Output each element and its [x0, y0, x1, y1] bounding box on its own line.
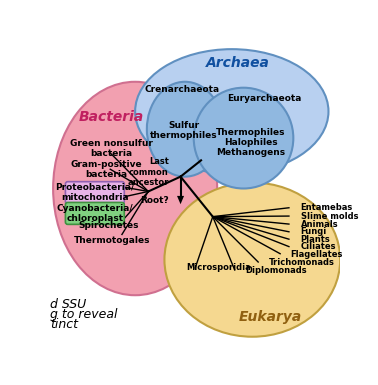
Text: Euryarchaeota: Euryarchaeota [227, 94, 301, 102]
Text: Last
common
ancestor: Last common ancestor [127, 157, 169, 187]
Text: Bacteria: Bacteria [79, 110, 144, 124]
Text: Trichomonads: Trichomonads [268, 258, 334, 267]
Text: Ciliates: Ciliates [301, 242, 336, 251]
Text: Root?: Root? [140, 196, 169, 205]
Text: tinct: tinct [50, 318, 78, 331]
Text: Plants: Plants [301, 235, 330, 244]
Text: Slime molds: Slime molds [301, 212, 358, 221]
Ellipse shape [135, 49, 328, 174]
Polygon shape [177, 196, 184, 204]
Text: Entamebas: Entamebas [301, 203, 353, 212]
FancyBboxPatch shape [65, 203, 124, 224]
Ellipse shape [147, 82, 223, 177]
FancyBboxPatch shape [65, 182, 124, 204]
Text: Sulfur
thermophiles: Sulfur thermophiles [150, 121, 217, 141]
Ellipse shape [164, 182, 340, 337]
Text: Fungi: Fungi [301, 227, 327, 236]
Text: Archaea: Archaea [206, 55, 270, 70]
Text: d SSU: d SSU [50, 298, 87, 311]
Text: Thermotogales: Thermotogales [73, 236, 150, 245]
Text: Proteobacteria/
mitochondria: Proteobacteria/ mitochondria [55, 183, 135, 203]
Text: Diplomonads: Diplomonads [245, 266, 307, 275]
Text: Microsporidia: Microsporidia [186, 263, 251, 273]
Text: Crenarchaeota: Crenarchaeota [144, 85, 220, 94]
Text: Eukarya: Eukarya [238, 310, 302, 325]
Text: Flagellates: Flagellates [290, 250, 343, 259]
Ellipse shape [194, 88, 293, 189]
Text: Gram-positive
bacteria: Gram-positive bacteria [70, 159, 142, 179]
Text: Animals: Animals [301, 219, 338, 229]
Text: Thermophiles
Halophiles
Methanogens: Thermophiles Halophiles Methanogens [216, 128, 286, 157]
Text: Cyanobacteria/
chloroplast: Cyanobacteria/ chloroplast [57, 204, 133, 223]
Ellipse shape [53, 82, 217, 295]
Text: Green nonsulfur
bacteria: Green nonsulfur bacteria [70, 139, 153, 158]
Text: Spirochetes: Spirochetes [79, 221, 139, 230]
Text: g to reveal: g to reveal [50, 308, 118, 321]
